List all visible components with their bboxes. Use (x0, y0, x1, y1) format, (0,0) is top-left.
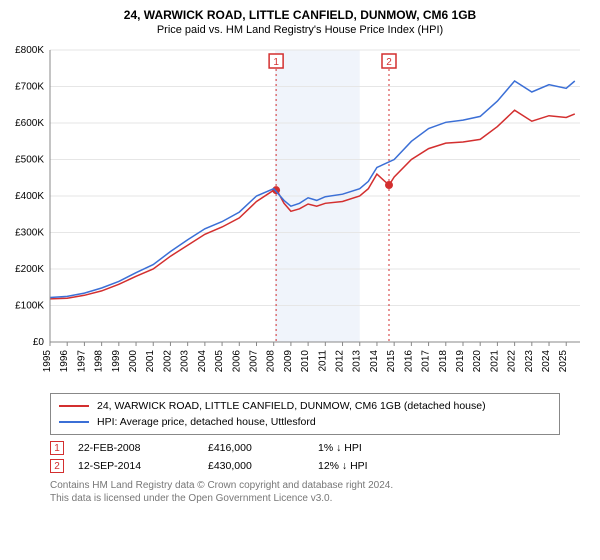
x-tick-label: 2025 (558, 350, 569, 373)
y-tick-label: £0 (33, 337, 45, 348)
legend-row: 24, WARWICK ROAD, LITTLE CANFIELD, DUNMO… (59, 398, 551, 414)
x-tick-label: 2024 (541, 350, 552, 373)
chart-subtitle: Price paid vs. HM Land Registry's House … (0, 22, 600, 42)
tx-row-marker: 1 (50, 441, 64, 455)
tx-marker-num: 1 (273, 57, 279, 68)
tx-row-marker: 2 (50, 459, 64, 473)
y-tick-label: £800K (15, 45, 44, 56)
legend-swatch (59, 421, 89, 423)
x-tick-label: 2016 (403, 350, 414, 373)
tx-date: 12-SEP-2014 (78, 460, 208, 472)
x-tick-label: 2014 (369, 350, 380, 373)
y-tick-label: £100K (15, 301, 44, 312)
x-tick-label: 2020 (472, 350, 483, 373)
chart-title: 24, WARWICK ROAD, LITTLE CANFIELD, DUNMO… (0, 0, 600, 22)
legend: 24, WARWICK ROAD, LITTLE CANFIELD, DUNMO… (50, 393, 560, 435)
x-tick-label: 1999 (111, 350, 122, 373)
x-tick-label: 2015 (386, 350, 397, 373)
x-tick-label: 2003 (180, 350, 191, 373)
x-tick-label: 2006 (231, 350, 242, 373)
x-tick-label: 2009 (283, 350, 294, 373)
x-tick-label: 2022 (507, 350, 518, 373)
legend-swatch (59, 405, 89, 407)
x-tick-label: 2011 (317, 350, 328, 372)
y-tick-label: £400K (15, 191, 44, 202)
transaction-table: 1 22-FEB-2008£416,0001% ↓ HPI 2 12-SEP-2014… (50, 439, 560, 475)
legend-label: HPI: Average price, detached house, Uttl… (97, 414, 316, 430)
tx-date: 22-FEB-2008 (78, 442, 208, 454)
tx-delta: 12% ↓ HPI (318, 460, 428, 472)
tx-row: 1 22-FEB-2008£416,0001% ↓ HPI (50, 439, 560, 457)
tx-price: £416,000 (208, 442, 318, 454)
footer-line-2: This data is licensed under the Open Gov… (50, 492, 560, 505)
legend-row: HPI: Average price, detached house, Uttl… (59, 414, 551, 430)
x-tick-label: 2008 (266, 350, 277, 373)
x-tick-label: 2021 (489, 350, 500, 373)
x-tick-label: 2002 (162, 350, 173, 373)
x-tick-label: 1997 (76, 350, 87, 373)
y-tick-label: £500K (15, 155, 44, 166)
x-tick-label: 2007 (248, 350, 259, 373)
x-tick-label: 2012 (335, 350, 346, 373)
x-tick-label: 2017 (421, 350, 432, 373)
attribution-footer: Contains HM Land Registry data © Crown c… (50, 479, 560, 505)
legend-label: 24, WARWICK ROAD, LITTLE CANFIELD, DUNMO… (97, 398, 486, 414)
tx-marker-num: 2 (386, 57, 392, 68)
x-tick-label: 1996 (59, 350, 70, 373)
x-tick-label: 2023 (524, 350, 535, 373)
tx-delta: 1% ↓ HPI (318, 442, 428, 454)
x-tick-label: 2010 (300, 350, 311, 373)
x-tick-label: 2001 (145, 350, 156, 373)
x-tick-label: 2000 (128, 350, 139, 373)
x-tick-label: 2018 (438, 350, 449, 373)
x-tick-label: 2019 (455, 350, 466, 373)
tx-price: £430,000 (208, 460, 318, 472)
footer-line-1: Contains HM Land Registry data © Crown c… (50, 479, 560, 492)
y-tick-label: £300K (15, 228, 44, 239)
x-tick-label: 1998 (94, 350, 105, 373)
price-chart: £0 £100K £200K £300K £400K £500K £600K £700K £80… (0, 42, 590, 382)
x-tick-label: 2005 (214, 350, 225, 373)
y-tick-label: £600K (15, 118, 44, 129)
x-tick-label: 2004 (197, 350, 208, 373)
y-tick-label: £200K (15, 264, 44, 275)
y-tick-label: £700K (15, 82, 44, 93)
chart-container: £0 £100K £200K £300K £400K £500K £600K £700K £80… (0, 42, 590, 387)
x-tick-label: 1995 (42, 350, 53, 373)
tx-row: 2 12-SEP-2014£430,00012% ↓ HPI (50, 457, 560, 475)
x-tick-label: 2013 (352, 350, 363, 373)
